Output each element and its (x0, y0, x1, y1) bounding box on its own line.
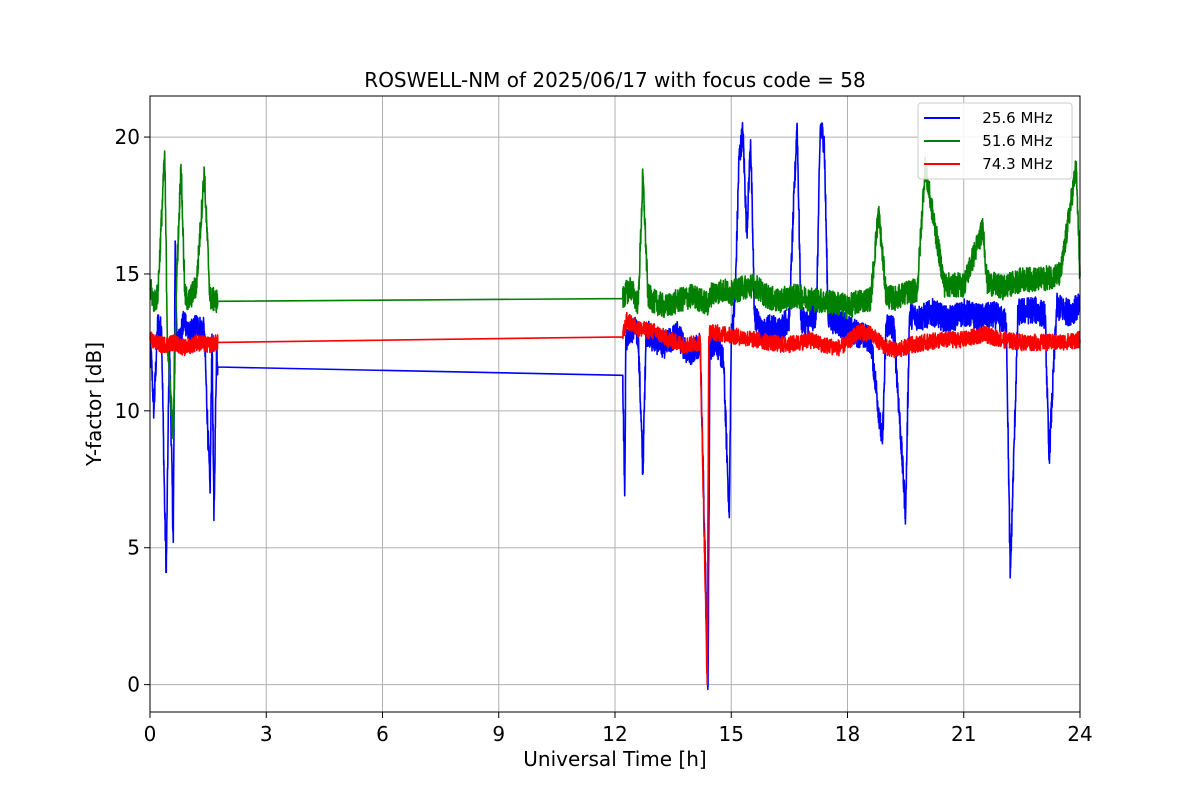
legend: 25.6 MHz 51.6 MHz 74.3 MHz (917, 102, 1073, 180)
grid-lines (149, 96, 1081, 712)
axis-ticks: 0 3 6 9 12 15 18 21 24 0 5 10 15 20 (115, 125, 1093, 746)
y-tick-label: 20 (115, 125, 140, 149)
x-axis-label: Universal Time [h] (523, 747, 706, 771)
x-tick-label: 21 (951, 722, 976, 746)
x-tick-label: 18 (835, 722, 860, 746)
x-tick-label: 12 (602, 722, 627, 746)
series-line-2 (149, 311, 1081, 686)
x-tick-label: 24 (1067, 722, 1092, 746)
series-line-0 (149, 121, 1081, 691)
y-axis-label: Y-factor [dB] (82, 342, 106, 467)
legend-label: 51.6 MHz (968, 132, 1053, 150)
y-tick-label: 15 (115, 262, 140, 286)
x-tick-label: 3 (260, 722, 273, 746)
y-tick-label: 0 (127, 673, 140, 697)
y-tick-label: 10 (115, 399, 140, 423)
legend-label: 25.6 MHz (968, 109, 1053, 127)
x-tick-label: 9 (492, 722, 505, 746)
x-tick-label: 0 (144, 722, 157, 746)
chart-title: ROSWELL-NM of 2025/06/17 with focus code… (364, 68, 865, 92)
legend-label: 74.3 MHz (968, 155, 1053, 173)
y-tick-label: 5 (127, 536, 140, 560)
x-tick-label: 15 (719, 722, 744, 746)
series-line-1 (149, 150, 1081, 440)
x-tick-label: 6 (376, 722, 389, 746)
legend-box (917, 102, 1073, 180)
series-layer (149, 121, 1081, 691)
